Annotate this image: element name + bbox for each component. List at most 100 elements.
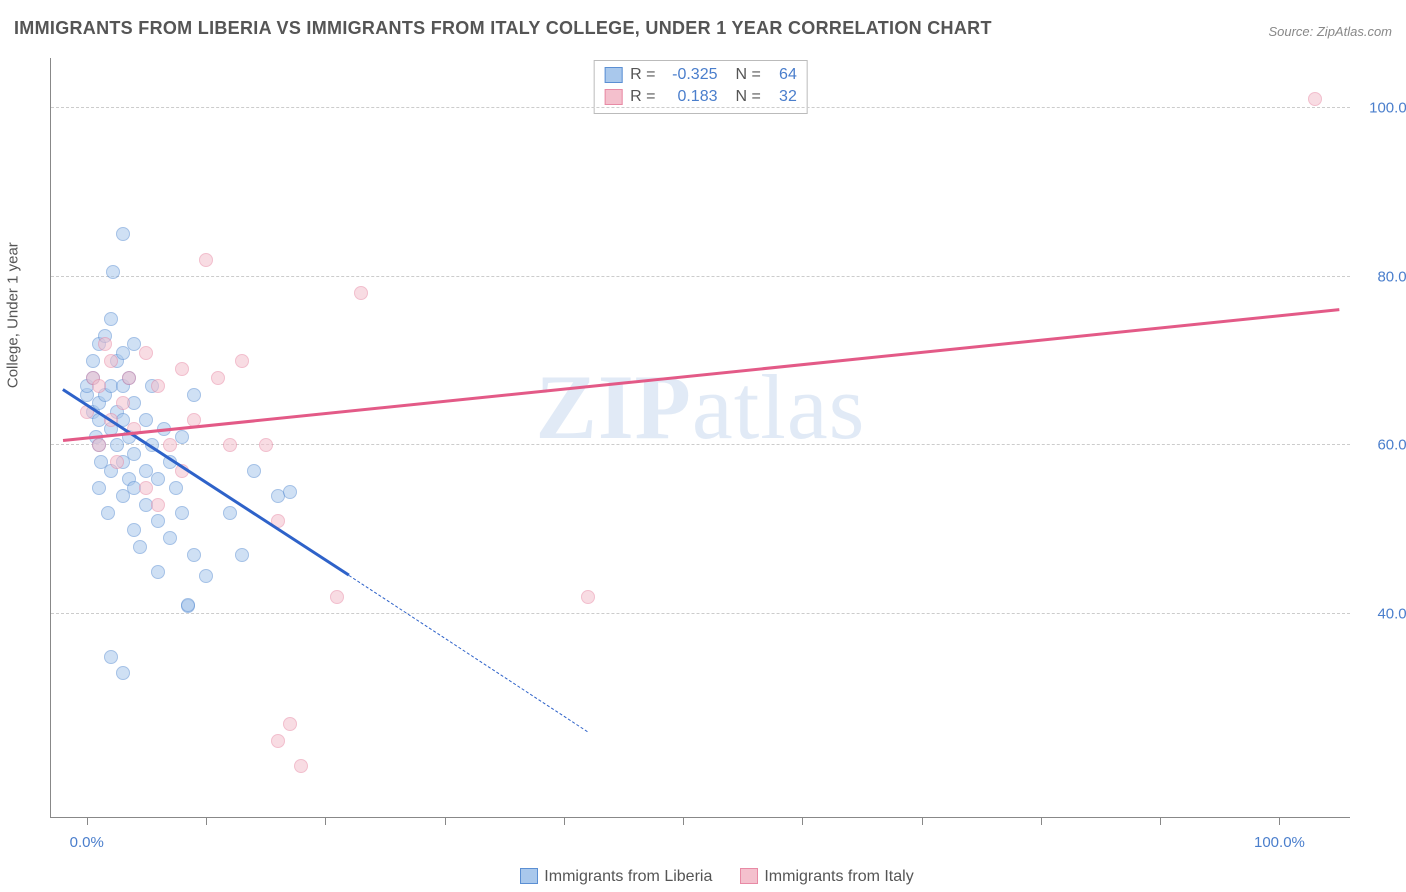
x-tick: [922, 817, 923, 825]
legend-label: Immigrants from Italy: [764, 868, 913, 885]
data-point: [581, 590, 595, 604]
plot-area: ZIPatlas College, Under 1 year R =-0.325…: [50, 58, 1350, 818]
trend-line: [63, 308, 1339, 441]
data-point: [151, 565, 165, 579]
gridline: [51, 613, 1350, 614]
stat-n-value: 32: [769, 86, 797, 108]
legend-swatch: [604, 89, 622, 105]
data-point: [199, 253, 213, 267]
data-point: [271, 734, 285, 748]
data-point: [116, 666, 130, 680]
data-point: [175, 430, 189, 444]
data-point: [187, 388, 201, 402]
data-point: [151, 379, 165, 393]
data-point: [116, 489, 130, 503]
x-tick: [683, 817, 684, 825]
data-point: [294, 759, 308, 773]
stat-r-label: R =: [630, 86, 655, 108]
chart-title: IMMIGRANTS FROM LIBERIA VS IMMIGRANTS FR…: [14, 18, 992, 39]
x-tick: [564, 817, 565, 825]
data-point: [151, 514, 165, 528]
stats-row: R = -0.325 N = 64: [604, 64, 797, 86]
data-point: [139, 346, 153, 360]
legend-swatch: [604, 67, 622, 83]
data-point: [92, 481, 106, 495]
data-point: [283, 717, 297, 731]
data-point: [104, 650, 118, 664]
data-point: [259, 438, 273, 452]
data-point: [116, 227, 130, 241]
data-point: [86, 354, 100, 368]
data-point: [133, 540, 147, 554]
data-point: [106, 265, 120, 279]
x-tick: [1041, 817, 1042, 825]
data-point: [330, 590, 344, 604]
y-tick-label: 100.0%: [1360, 99, 1406, 116]
stat-r-value: 0.183: [664, 86, 718, 108]
data-point: [163, 438, 177, 452]
legend-swatch: [740, 868, 758, 884]
trend-line: [349, 575, 588, 732]
x-tick: [87, 817, 88, 825]
data-point: [92, 438, 106, 452]
data-point: [127, 447, 141, 461]
data-point: [354, 286, 368, 300]
stat-n-value: 64: [769, 64, 797, 86]
y-tick-label: 60.0%: [1360, 437, 1406, 454]
data-point: [223, 506, 237, 520]
data-point: [98, 337, 112, 351]
stats-row: R = 0.183 N = 32: [604, 86, 797, 108]
title-bar: IMMIGRANTS FROM LIBERIA VS IMMIGRANTS FR…: [14, 18, 1392, 39]
data-point: [235, 548, 249, 562]
y-tick-label: 80.0%: [1360, 268, 1406, 285]
stat-r-value: -0.325: [664, 64, 718, 86]
data-point: [163, 531, 177, 545]
x-tick-label: 0.0%: [70, 834, 104, 851]
data-point: [139, 481, 153, 495]
data-point: [199, 569, 213, 583]
data-point: [101, 506, 115, 520]
data-point: [187, 548, 201, 562]
x-tick-label: 100.0%: [1254, 834, 1305, 851]
bottom-legend: Immigrants from Liberia Immigrants from I…: [0, 868, 1406, 886]
stat-n-label: N =: [736, 64, 761, 86]
x-tick: [325, 817, 326, 825]
data-point: [211, 371, 225, 385]
stat-n-label: N =: [736, 86, 761, 108]
x-tick: [1279, 817, 1280, 825]
gridline: [51, 276, 1350, 277]
data-point: [104, 312, 118, 326]
data-point: [92, 379, 106, 393]
gridline: [51, 444, 1350, 445]
data-point: [122, 371, 136, 385]
source-label: Source: ZipAtlas.com: [1268, 24, 1392, 39]
stat-r-label: R =: [630, 64, 655, 86]
data-point: [151, 472, 165, 486]
x-tick: [445, 817, 446, 825]
data-point: [127, 523, 141, 537]
data-point: [110, 455, 124, 469]
data-point: [116, 346, 130, 360]
x-tick: [1160, 817, 1161, 825]
data-point: [116, 396, 130, 410]
data-point: [175, 362, 189, 376]
data-point: [247, 464, 261, 478]
data-point: [104, 354, 118, 368]
legend-swatch: [520, 868, 538, 884]
data-point: [151, 498, 165, 512]
data-point: [283, 485, 297, 499]
x-tick: [802, 817, 803, 825]
data-point: [169, 481, 183, 495]
data-point: [1308, 92, 1322, 106]
data-point: [175, 506, 189, 520]
x-tick: [206, 817, 207, 825]
legend-label: Immigrants from Liberia: [544, 868, 712, 885]
y-tick-label: 40.0%: [1360, 606, 1406, 623]
data-point: [139, 413, 153, 427]
data-point: [223, 438, 237, 452]
data-point: [235, 354, 249, 368]
y-axis-label: College, Under 1 year: [5, 242, 22, 388]
gridline: [51, 107, 1350, 108]
data-point: [181, 598, 195, 612]
data-point: [127, 396, 141, 410]
